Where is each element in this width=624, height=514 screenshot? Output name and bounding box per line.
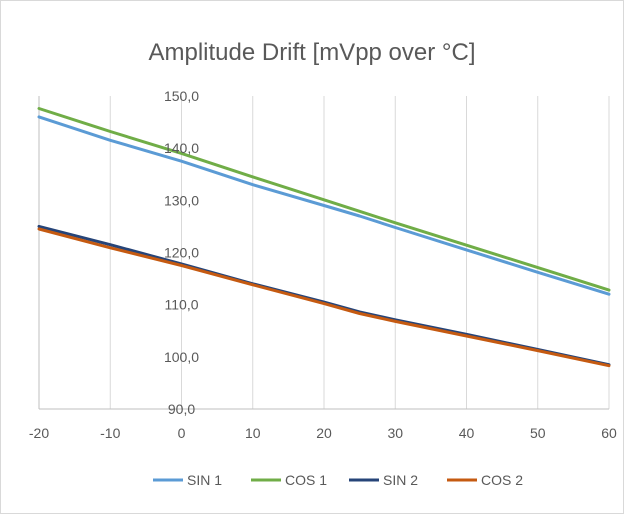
legend-item: SIN 1 [153,472,222,488]
x-tick-label: -20 [29,425,49,441]
legend: SIN 1 COS 1 SIN 2 COS 2 [153,472,523,488]
x-tick-label: -10 [100,425,120,441]
chart-title: Amplitude Drift [mVpp over °C] [148,39,475,66]
series-line-sin-1 [37,115,611,296]
x-tick-label: 20 [316,425,332,441]
x-tick-label: 40 [459,425,475,441]
legend-label: COS 2 [481,472,523,488]
y-tick-label: 140,0 [164,140,199,156]
series-lines [37,107,611,368]
series-line-cos-1 [37,107,611,292]
x-tick-label: 50 [530,425,546,441]
x-tick-label: 30 [387,425,403,441]
y-tick-label: 110,0 [165,297,199,313]
legend-label: SIN 1 [187,472,222,488]
legend-label: COS 1 [285,472,327,488]
axes [38,96,609,410]
x-tick-label: 0 [178,425,186,441]
legend-item: COS 2 [447,472,523,488]
y-tick-label: 150,0 [164,88,199,104]
x-tick-labels: -20 -10 0 10 20 30 40 50 60 [29,425,617,441]
y-tick-labels: 90,0 100,0 110,0 120,0 130,0 140,0 150,0 [164,88,199,417]
legend-label: SIN 2 [383,472,418,488]
legend-item: COS 1 [251,472,327,488]
x-tick-label: 60 [601,425,617,441]
legend-item: SIN 2 [349,472,418,488]
y-tick-label: 130,0 [164,192,199,208]
y-tick-label: 90,0 [168,401,195,417]
x-tick-label: 10 [245,425,261,441]
series-line-cos-2 [37,227,611,368]
gridlines [109,96,610,409]
y-tick-label: 100,0 [164,349,199,365]
y-tick-label: 120,0 [164,245,199,261]
